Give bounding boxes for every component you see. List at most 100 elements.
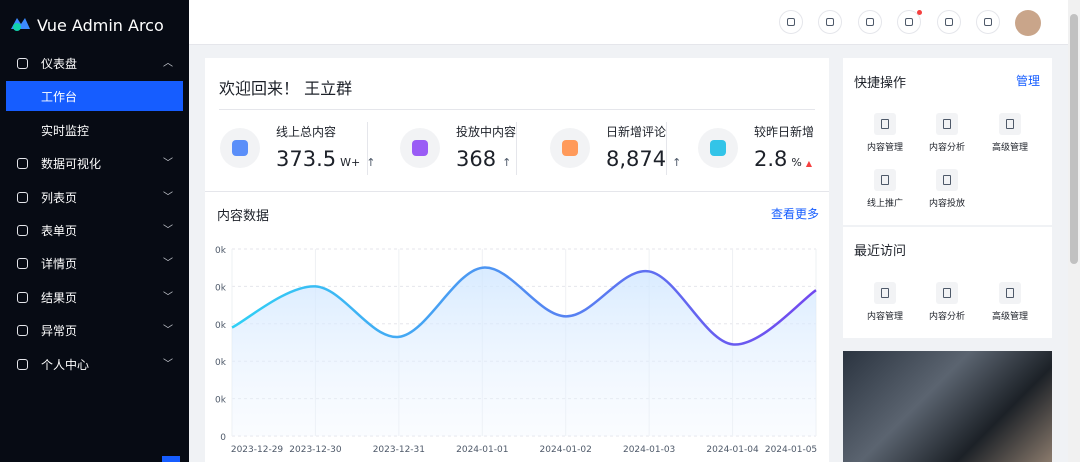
x-tick-label: 2024-01-03 — [623, 445, 675, 455]
stat-trend: ↑ — [502, 156, 512, 169]
x-tick-label: 2023-12-30 — [289, 445, 342, 455]
menu-icon — [17, 158, 28, 170]
welcome: 欢迎回来！ 王立群 — [219, 75, 352, 99]
x-tick-label: 2024-01-02 — [540, 445, 592, 455]
shortcut-label[interactable]: 内容投放 — [928, 199, 965, 209]
shortcut-label[interactable]: 内容管理 — [866, 312, 903, 322]
stat-number: 368 — [456, 147, 497, 171]
card-title: 最近访问 — [854, 244, 907, 259]
tool-icon — [826, 18, 834, 26]
shortcut-icon[interactable] — [874, 169, 896, 191]
tool-icon — [787, 18, 795, 26]
chart: 0 0k 0k 0k 0k 0k 2023-12-29 2023-12-30 2023-12-3… — [215, 246, 817, 455]
glyph — [943, 119, 951, 129]
y-tick-label: 0 — [220, 433, 226, 443]
tool-icon — [905, 18, 913, 26]
tool-button[interactable] — [937, 10, 961, 34]
chevron: ﹀ — [163, 325, 173, 337]
shortcut-icon[interactable] — [999, 113, 1021, 135]
shortcut-icon[interactable] — [936, 169, 958, 191]
menu-icon — [17, 325, 28, 337]
logo-icon — [11, 18, 30, 31]
stat-icon — [232, 140, 248, 156]
menu-item[interactable]: 数据可视化 — [41, 157, 102, 172]
active-item[interactable] — [6, 81, 183, 112]
chevron: ﹀ — [163, 158, 173, 170]
chevron: ︿ — [163, 58, 173, 69]
stat-divider — [367, 122, 368, 175]
stat-label: 线上总内容 — [276, 125, 337, 139]
collapse-btn[interactable] — [162, 456, 180, 462]
menu-icon — [17, 291, 28, 303]
divider — [219, 109, 815, 110]
submenu-item[interactable]: 工作台 — [41, 90, 78, 105]
menu-item[interactable]: 仪表盘 — [41, 57, 78, 71]
stat-unit: % — [791, 156, 802, 169]
top-bar — [189, 0, 1068, 45]
submenu-item[interactable]: 实时监控 — [41, 123, 90, 138]
menu-icon — [17, 225, 28, 236]
chevron: ﹀ — [163, 291, 173, 303]
stat-number: 373.5 — [276, 147, 337, 171]
glyph — [881, 119, 889, 129]
card-title: 快捷操作 — [854, 76, 907, 91]
stat-divider — [516, 122, 517, 175]
menu-item[interactable]: 结果页 — [41, 290, 78, 305]
sidebar: Vue Admin Arco 仪表盘 ︿ 工作台实时监控数据可视化 ﹀ 列表页 ﹀ 表单页 ﹀… — [0, 0, 189, 462]
more-link[interactable]: 查看更多 — [771, 207, 820, 221]
shortcut-label[interactable]: 内容管理 — [866, 143, 903, 153]
logo-text: Vue Admin Arco — [37, 16, 164, 35]
stat-value: 373.5 W+ ↑ — [276, 147, 375, 171]
quick-ops-card: 快捷操作 管理 — [843, 58, 1052, 225]
tool-button[interactable] — [976, 10, 1000, 34]
chevron: ﹀ — [163, 358, 173, 370]
stat-number: 2.8 — [754, 147, 788, 171]
y-tick-label: 0k — [215, 246, 227, 256]
stat-label: 较昨日新增 — [754, 125, 815, 139]
stat-label: 投放中内容 — [456, 125, 517, 139]
tool-button[interactable] — [818, 10, 842, 34]
tool-button[interactable] — [858, 10, 882, 34]
tool-icon — [984, 18, 992, 26]
shortcut-label[interactable]: 线上推广 — [866, 199, 903, 209]
stat-icon — [412, 140, 428, 156]
tool-button[interactable] — [779, 10, 803, 34]
shortcut-icon[interactable] — [936, 282, 958, 304]
shortcut-label[interactable]: 高级管理 — [991, 312, 1028, 322]
menu-item[interactable]: 详情页 — [41, 257, 78, 272]
menu-icon — [17, 58, 28, 69]
scrollbar — [1068, 0, 1080, 462]
shortcut-icon[interactable] — [874, 113, 896, 135]
menu-item[interactable]: 异常页 — [41, 324, 78, 339]
scroll-thumb[interactable] — [1070, 14, 1078, 264]
menu-item[interactable]: 表单页 — [41, 224, 78, 238]
banner-image — [843, 351, 1052, 462]
glyph — [1006, 288, 1014, 298]
tool-button[interactable] — [897, 10, 921, 34]
manage-link[interactable]: 管理 — [1016, 74, 1041, 88]
shortcut-icon[interactable] — [874, 282, 896, 304]
shortcut-icon[interactable] — [999, 282, 1021, 304]
area — [232, 267, 816, 436]
menu-icon — [17, 358, 28, 370]
x-tick-label: 2023-12-31 — [373, 445, 425, 455]
y-tick-label: 0k — [215, 358, 227, 368]
menu-item[interactable]: 列表页 — [41, 190, 78, 205]
tool-icon — [945, 18, 953, 26]
line — [231, 266, 817, 346]
chevron: ﹀ — [163, 191, 173, 203]
menu-icon — [17, 258, 28, 270]
shortcut-label[interactable]: 高级管理 — [991, 143, 1028, 153]
shortcut-label[interactable]: 内容分析 — [928, 312, 965, 322]
menu-item[interactable]: 个人中心 — [41, 357, 90, 372]
x-tick-label: 2024-01-04 — [706, 445, 759, 455]
shortcut-label[interactable]: 内容分析 — [928, 143, 965, 153]
trend-triangle: ▲ — [805, 159, 813, 168]
stat-value: 368 ↑ — [456, 147, 511, 171]
chevron: ﹀ — [163, 258, 173, 270]
shortcut-icon[interactable] — [936, 113, 958, 135]
y-tick-label: 0k — [215, 396, 227, 406]
avatar[interactable] — [1015, 10, 1041, 36]
